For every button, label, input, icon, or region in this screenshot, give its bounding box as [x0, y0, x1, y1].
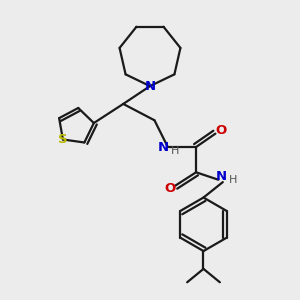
Text: N: N — [216, 170, 227, 183]
Text: N: N — [144, 80, 156, 93]
Text: O: O — [215, 124, 226, 137]
Text: H: H — [171, 146, 179, 156]
Text: O: O — [164, 182, 175, 194]
Text: S: S — [58, 133, 68, 146]
Text: N: N — [158, 140, 169, 154]
Text: H: H — [229, 175, 237, 185]
